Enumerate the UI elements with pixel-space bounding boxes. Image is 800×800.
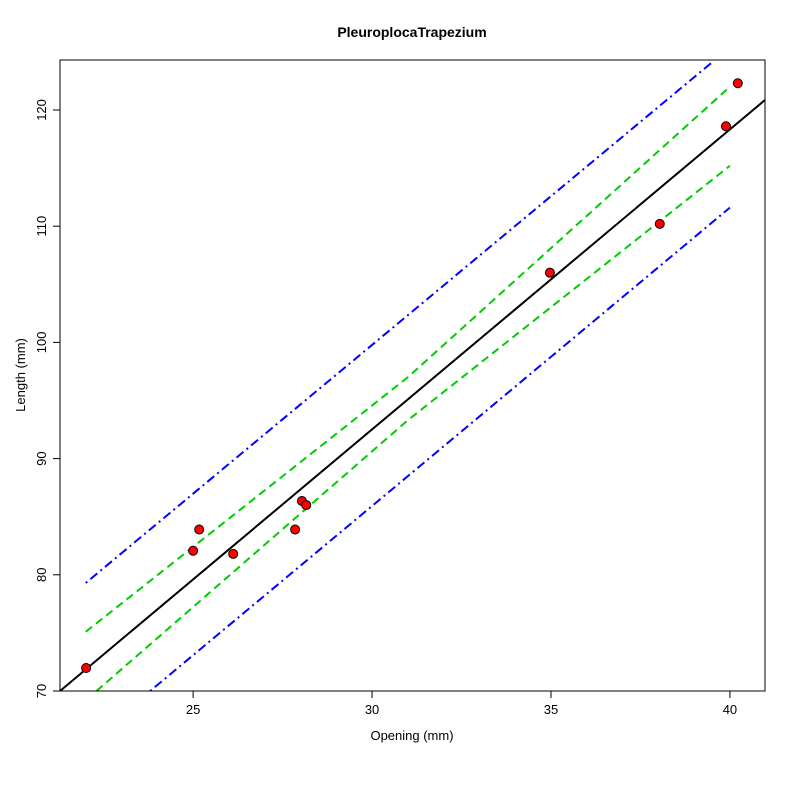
y-tick-label: 110	[34, 216, 49, 237]
fit-line	[60, 99, 765, 691]
fit-line	[85, 61, 713, 584]
x-tick-label: 40	[723, 702, 737, 717]
plot-area	[60, 61, 765, 691]
data-point	[81, 662, 92, 673]
fit-line	[149, 206, 731, 691]
chart-title: PleuroplocaTrapezium	[337, 24, 486, 40]
y-tick-label: 80	[34, 568, 49, 582]
data-point	[188, 545, 199, 556]
data-point	[301, 500, 312, 511]
y-tick-label: 120	[34, 99, 49, 121]
data-point	[194, 524, 205, 535]
x-axis-label: Opening (mm)	[370, 728, 453, 743]
plot-frame	[59, 59, 766, 692]
data-point	[544, 267, 555, 278]
x-tick-label: 25	[186, 702, 200, 717]
x-tick-label: 30	[365, 702, 379, 717]
data-point	[228, 548, 239, 559]
y-axis-label: Length (mm)	[13, 338, 28, 412]
x-tick-label: 35	[544, 702, 558, 717]
data-point	[654, 218, 665, 229]
fit-line	[95, 164, 731, 691]
data-point	[732, 78, 743, 89]
data-point	[290, 524, 301, 535]
y-tick-label: 90	[34, 451, 49, 465]
data-point	[720, 121, 731, 132]
y-tick-label: 70	[34, 684, 49, 698]
y-tick-label: 100	[34, 332, 49, 354]
